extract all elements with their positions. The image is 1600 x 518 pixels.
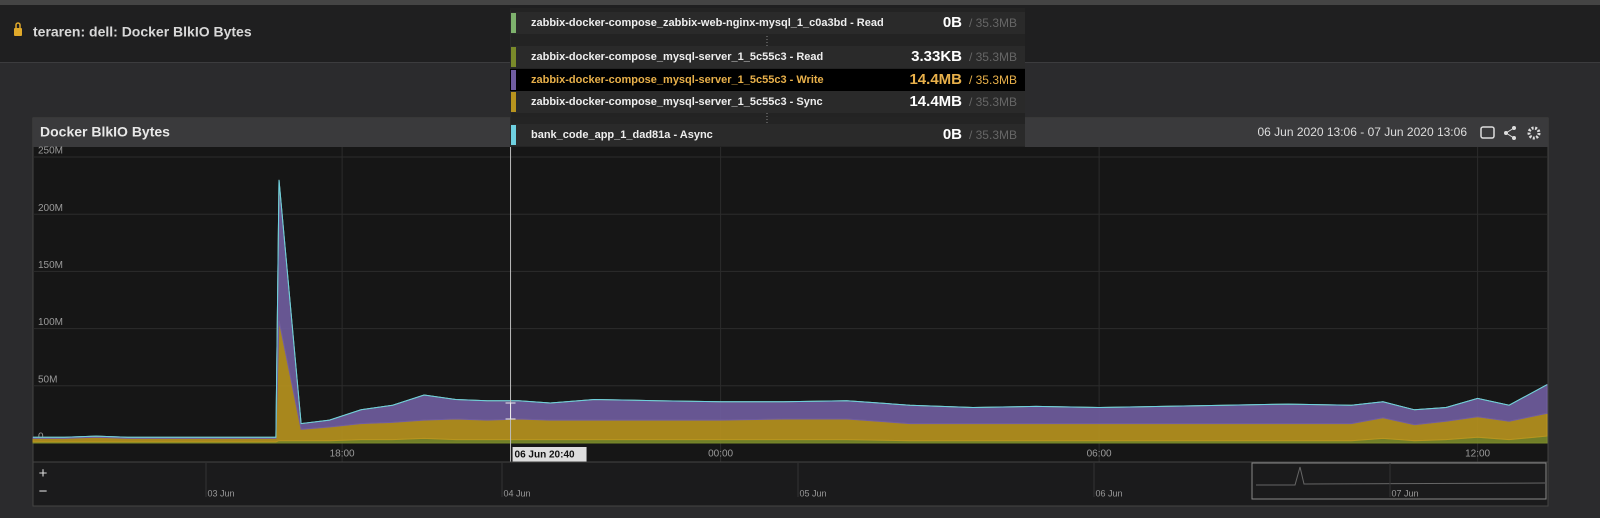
crosshair-label: 06 Jun 20:40 (515, 450, 575, 461)
area-series (33, 179, 1548, 438)
navigator-label: 05 Jun (799, 488, 826, 498)
legend-name: zabbix-docker-compose_mysql-server_1_5c5… (531, 74, 824, 86)
panel-title: Docker BlkIO Bytes (40, 124, 170, 140)
y-tick-label: 250M (38, 146, 63, 157)
row-value: 14.4MB (909, 71, 962, 88)
plot: 050M100M150M200M250M18:0000:0006:0012:00… (32, 10, 1548, 462)
tooltip-row (510, 91, 1025, 113)
legend-swatch (511, 47, 516, 67)
y-tick-label: 200M (38, 203, 63, 214)
legend-name: zabbix-docker-compose_mysql-server_1_5c5… (531, 51, 823, 63)
legend-name: zabbix-docker-compose_mysql-server_1_5c5… (531, 96, 823, 108)
row-value: 3.33KB (911, 48, 962, 65)
row-value: 14.4MB (909, 93, 962, 110)
navigator-label: 04 Jun (503, 488, 530, 498)
y-tick-label: 150M (38, 260, 63, 271)
zoom-out[interactable]: − (39, 483, 48, 500)
navigator-label: 06 Jun (1095, 488, 1122, 498)
x-tick-label: 18:00 (330, 449, 355, 460)
navigator-label: 03 Jun (207, 488, 234, 498)
y-tick-label: 50M (38, 374, 57, 385)
navigator-window[interactable] (1251, 462, 1547, 500)
panel (32, 117, 1549, 507)
row-total: / 35.3MB (969, 50, 1017, 64)
top-edge (0, 0, 1600, 5)
legend-swatch (511, 125, 516, 145)
share-icon[interactable] (1504, 126, 1516, 140)
tooltip-row (510, 12, 1025, 34)
x-tick-label: 00:00 (708, 449, 733, 460)
time-range[interactable]: 06 Jun 2020 13:06 - 07 Jun 2020 13:06 (1257, 125, 1467, 139)
x-tick-label: 12:00 (1465, 449, 1490, 460)
y-tick-label: 100M (38, 317, 63, 328)
row-total: / 35.3MB (969, 73, 1017, 87)
legend-swatch (511, 92, 516, 112)
tooltip: zabbix-docker-compose_zabbix-web-nginx-m… (510, 8, 1025, 147)
row-value: 0B (943, 14, 962, 31)
lock-icon (14, 28, 22, 36)
tooltip-row (510, 46, 1025, 68)
tooltip-row (510, 69, 1025, 91)
dashboard-title[interactable]: teraren: dell: Docker BlkIO Bytes (33, 24, 252, 40)
row-total: / 35.3MB (969, 128, 1017, 142)
crosshair-label-bg (512, 447, 587, 462)
navigator-label: 07 Jun (1391, 488, 1418, 498)
navigator-preview (1256, 466, 1546, 486)
lock-shackle (15, 22, 21, 28)
legend-name: zabbix-docker-compose_zabbix-web-nginx-m… (531, 17, 884, 29)
x-tick-label: 06:00 (1087, 449, 1112, 460)
cursor (505, 402, 516, 420)
tooltip-row (510, 124, 1025, 146)
legend-swatch (511, 70, 516, 90)
legend-name: bank_code_app_1_dad81a - Async (531, 129, 713, 141)
row-total: / 35.3MB (969, 16, 1017, 30)
zoom-in[interactable]: + (39, 465, 48, 482)
row-total: / 35.3MB (969, 95, 1017, 109)
settings-icon[interactable] (1527, 126, 1541, 140)
legend-swatch (511, 13, 516, 33)
row-value: 0B (943, 126, 962, 143)
snapshot-icon[interactable] (1480, 126, 1495, 139)
